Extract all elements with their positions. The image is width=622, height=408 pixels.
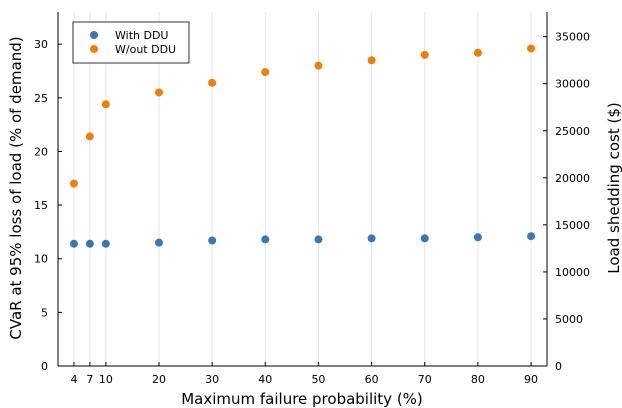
legend-marker-with-ddu xyxy=(90,31,98,39)
point-without-ddu xyxy=(154,88,163,97)
point-without-ddu xyxy=(473,48,482,57)
x-tick-label: 60 xyxy=(365,373,379,386)
y-tick-label: 30 xyxy=(34,38,48,51)
y2-tick-label: 0 xyxy=(555,360,562,373)
points-layer xyxy=(69,44,536,248)
grid-layer xyxy=(73,12,532,366)
y-tick-label: 25 xyxy=(34,92,48,105)
point-without-ddu xyxy=(69,179,78,188)
y2-tick-label: 15000 xyxy=(555,219,590,232)
point-with-ddu xyxy=(154,238,163,247)
x-tick-label: 10 xyxy=(99,373,113,386)
y-tick-label: 0 xyxy=(41,360,48,373)
legend-label-without-ddu: W/out DDU xyxy=(115,43,176,56)
point-with-ddu xyxy=(69,239,78,248)
y2-tick-label: 5000 xyxy=(555,313,583,326)
y2-tick-label: 25000 xyxy=(555,125,590,138)
x-tick-label: 80 xyxy=(471,373,485,386)
x-tick-label: 40 xyxy=(258,373,272,386)
point-with-ddu xyxy=(208,236,217,245)
y2-tick-label: 10000 xyxy=(555,266,590,279)
y2-tick-label: 20000 xyxy=(555,172,590,185)
y-axis-title: CVaR at 95% loss of load (% of demand) xyxy=(7,36,25,339)
axes-layer xyxy=(57,12,548,367)
point-without-ddu xyxy=(208,78,217,87)
x-tick-label: 30 xyxy=(205,373,219,386)
y2-tick-label: 35000 xyxy=(555,31,590,44)
point-without-ddu xyxy=(367,56,376,65)
y-tick-label: 15 xyxy=(34,199,48,212)
legend-marker-without-ddu xyxy=(90,45,98,53)
point-without-ddu xyxy=(261,68,270,77)
x-tick-label: 7 xyxy=(86,373,93,386)
ticks-layer: 4 7 10 20 30 40 50 60 70 80 90 0 5 10 15 20 25 30 0 5000 100… xyxy=(34,31,590,386)
x-tick-label: 4 xyxy=(70,373,77,386)
point-without-ddu xyxy=(420,50,429,59)
y-tick-label: 5 xyxy=(41,306,48,319)
legend: With DDU W/out DDU xyxy=(72,21,190,64)
point-with-ddu xyxy=(367,234,376,243)
point-with-ddu xyxy=(101,239,110,248)
legend-label-with-ddu: With DDU xyxy=(115,29,168,42)
x-tick-label: 90 xyxy=(524,373,538,386)
point-without-ddu xyxy=(527,44,536,53)
point-with-ddu xyxy=(420,234,429,243)
y-tick-label: 20 xyxy=(34,145,48,158)
x-tick-label: 50 xyxy=(311,373,325,386)
point-with-ddu xyxy=(314,235,323,244)
point-without-ddu xyxy=(101,100,110,109)
legend-box xyxy=(72,21,190,64)
point-with-ddu xyxy=(473,233,482,242)
point-without-ddu xyxy=(85,132,94,141)
point-without-ddu xyxy=(314,61,323,70)
y-tick-label: 10 xyxy=(34,253,48,266)
y2-axis-title: Load shedding cost ($) xyxy=(605,102,622,273)
x-tick-label: 20 xyxy=(152,373,166,386)
x-tick-label: 70 xyxy=(418,373,432,386)
point-with-ddu xyxy=(261,235,270,244)
x-axis-title: Maximum failure probability (%) xyxy=(181,390,423,408)
point-with-ddu xyxy=(527,232,536,241)
y2-tick-label: 30000 xyxy=(555,78,590,91)
point-with-ddu xyxy=(85,239,94,248)
